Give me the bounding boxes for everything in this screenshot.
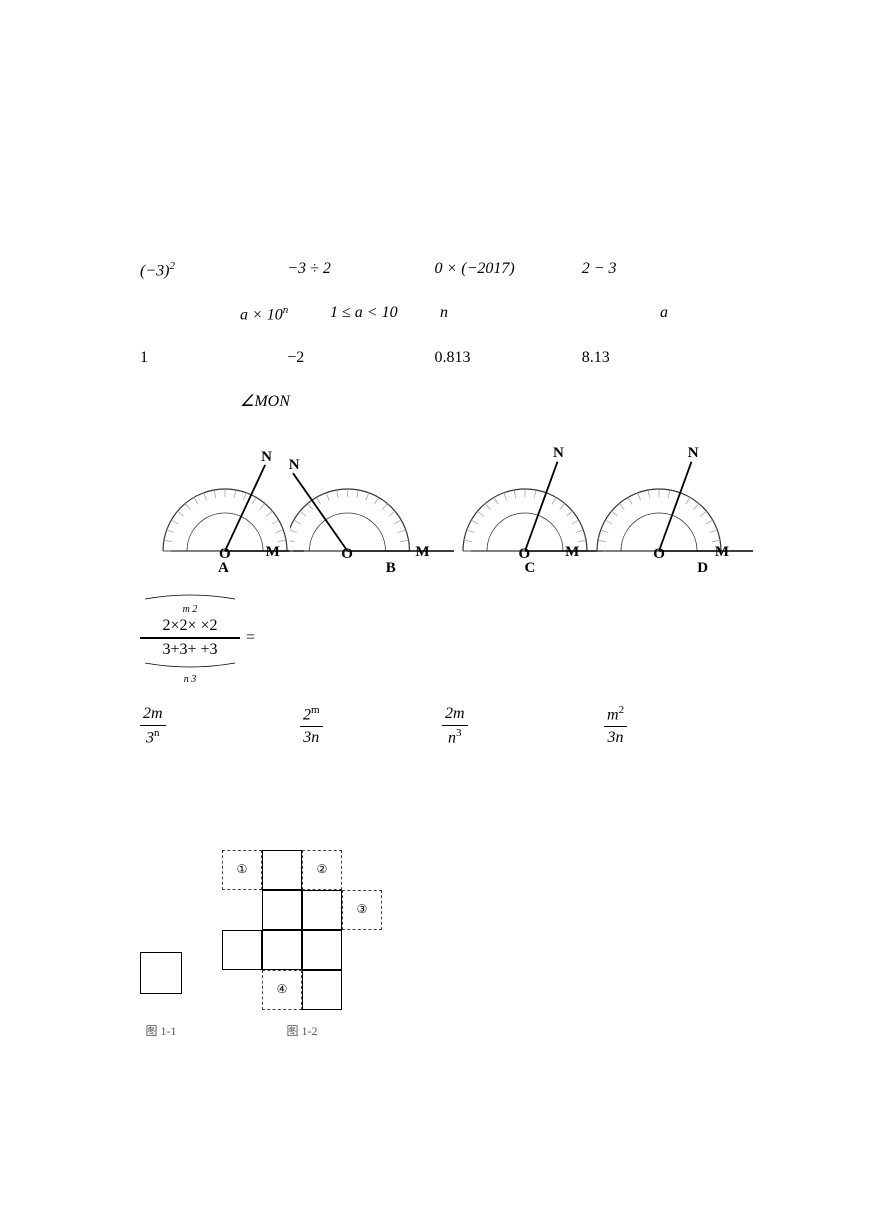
label-M: M	[565, 544, 579, 561]
net-cell-solid	[302, 970, 342, 1010]
equals: =	[246, 629, 255, 647]
label-O: O	[341, 546, 353, 563]
fraction: 2m 3n	[140, 703, 166, 750]
row-3: 1 −2 0.813 8.13	[140, 349, 729, 367]
net-figures: 图 1-1 ① ② ③ ④ 图 1-2	[140, 850, 729, 1039]
v1: 1	[140, 349, 287, 367]
angle-label: ∠MON	[240, 391, 290, 411]
figure-1-1: 图 1-1	[140, 952, 182, 1039]
label-M: M	[266, 544, 280, 561]
fraction: m2 3n	[604, 703, 627, 750]
expr-ax10n: a × 10n	[240, 304, 330, 324]
page: (−3)2 −3 ÷ 2 0 × (−2017) 2 − 3 a × 10n 1…	[0, 0, 869, 1099]
net-cell-solid	[262, 930, 302, 970]
net-cell-solid	[222, 930, 262, 970]
net-cell-label: ③	[353, 901, 371, 919]
expr-range: 1 ≤ a < 10	[330, 304, 440, 324]
protractor-row: MONAMONBMONCMOND	[140, 441, 729, 571]
fraction-option-1: 2m 3n	[140, 703, 300, 750]
square-icon	[140, 952, 182, 994]
row-2: a × 10n 1 ≤ a < 10 n a	[140, 304, 729, 324]
angle-row: ∠MON	[140, 391, 729, 411]
option-label: D	[697, 560, 708, 577]
protractor-A: MONA	[140, 441, 280, 571]
fraction: 2m 3n	[300, 703, 323, 750]
fig2-caption: 图 1-2	[222, 1022, 382, 1039]
fig1-caption: 图 1-1	[140, 1022, 182, 1039]
expr-n: n	[440, 304, 480, 324]
expr-c: 0 × (−2017)	[435, 260, 582, 280]
expr-a-var: a	[660, 304, 668, 324]
protractor-B: MONB	[290, 441, 430, 571]
net-cell-label: ④	[273, 981, 291, 999]
option-label: A	[218, 560, 229, 577]
net-cell-label: ②	[313, 861, 331, 879]
label-N: N	[261, 449, 272, 466]
sup: 2	[169, 260, 175, 272]
option-label: B	[386, 560, 396, 577]
big-fraction: m 2 2×2× ×2 3+3+ +3 n 3 =	[140, 591, 729, 685]
sup: n	[283, 304, 289, 316]
net-cell-label: ①	[233, 861, 251, 879]
fraction-option-2: 2m 3n	[300, 703, 442, 750]
option-label: C	[525, 560, 536, 577]
label-M: M	[715, 544, 729, 561]
brace-top-label: m 2	[183, 604, 198, 615]
protractor-svg	[290, 441, 460, 571]
net-grid: ① ② ③ ④	[222, 850, 382, 1010]
val: (−3)	[140, 262, 169, 279]
label-N: N	[553, 445, 564, 462]
expr-d: 2 − 3	[582, 260, 729, 280]
fraction-option-4: m2 3n	[604, 703, 627, 750]
label-M: M	[415, 544, 429, 561]
expr-a: (−3)2	[140, 260, 287, 280]
fraction-options-row: 2m 3n 2m 3n 2m n3 m2 3n	[140, 703, 729, 750]
figure-1-2: ① ② ③ ④ 图 1-2	[222, 850, 382, 1039]
bigfrac-den: 3+3+ +3	[140, 638, 240, 661]
expr-b: −3 ÷ 2	[287, 260, 434, 280]
net-cell-solid	[262, 850, 302, 890]
val: a × 10	[240, 307, 283, 324]
brace-bot-label: n 3	[184, 674, 197, 685]
v2: −2	[287, 349, 434, 367]
label-O: O	[653, 546, 665, 563]
v3: 0.813	[435, 349, 582, 367]
row-1: (−3)2 −3 ÷ 2 0 × (−2017) 2 − 3	[140, 260, 729, 280]
brace-bot: n 3	[140, 661, 240, 685]
bigfrac-num: 2×2× ×2	[140, 615, 240, 638]
protractor-svg	[589, 441, 759, 571]
fraction-option-3: 2m n3	[442, 703, 604, 750]
protractor-C: MONC	[440, 441, 580, 571]
brace-top: m 2	[140, 591, 240, 615]
net-cell-solid	[302, 890, 342, 930]
bigfrac-body: m 2 2×2× ×2 3+3+ +3 n 3	[140, 591, 240, 685]
fraction: 2m n3	[442, 703, 468, 750]
net-cell-solid	[302, 930, 342, 970]
label-N: N	[289, 457, 300, 474]
protractor-D: MOND	[589, 441, 729, 571]
label-N: N	[688, 445, 699, 462]
v4: 8.13	[582, 349, 729, 367]
net-cell-solid	[262, 890, 302, 930]
